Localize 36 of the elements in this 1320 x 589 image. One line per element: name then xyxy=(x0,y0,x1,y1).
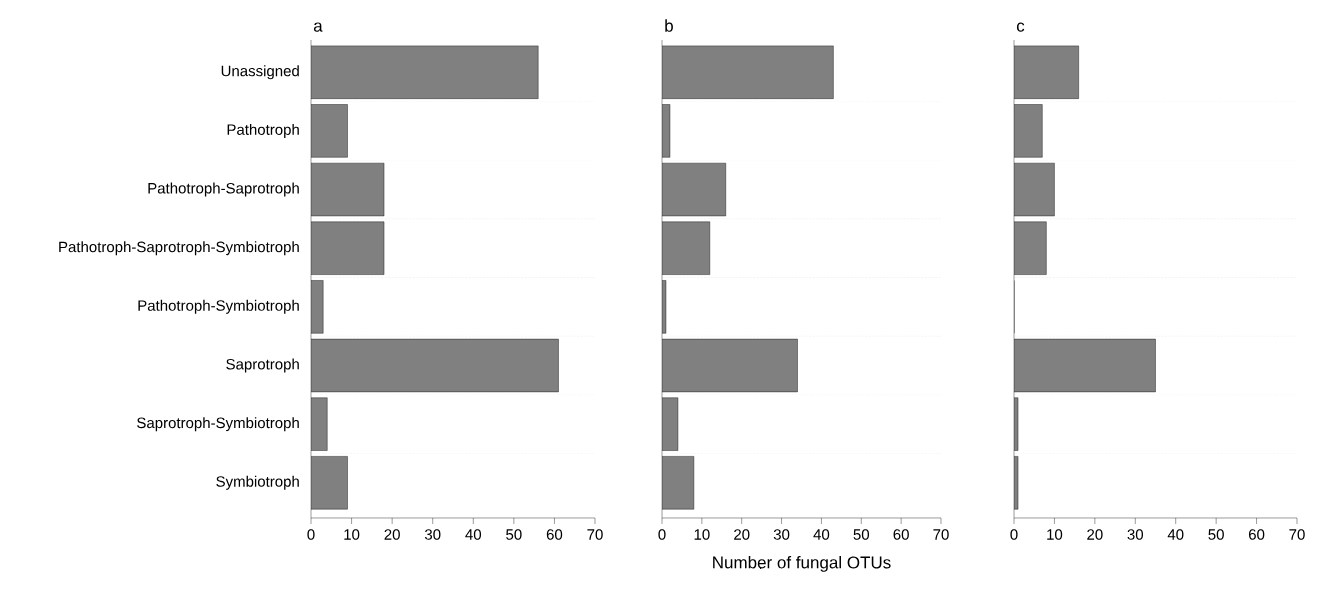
y-tick-label: Symbiotroph xyxy=(216,475,299,490)
x-tick-label: 60 xyxy=(893,529,909,540)
chart-title: b xyxy=(665,19,673,32)
x-tick-label: 50 xyxy=(506,529,522,540)
y-tick-label: Pathotroph-Saprotroph xyxy=(148,182,299,197)
x-axis-title: Number of fungal OTUs xyxy=(713,556,891,572)
chart-title: a xyxy=(313,22,323,32)
y-tick-label: Saprotroph-Symbiotroph xyxy=(137,417,299,432)
x-tick-label: 70 xyxy=(587,529,603,540)
x-tick-label: 20 xyxy=(734,529,750,540)
x-tick-label: 30 xyxy=(1127,529,1144,540)
y-tick-label: Pathotroph-Saprotroph-Symbiotroph xyxy=(59,241,299,256)
y-tick-label: Pathotroph xyxy=(227,123,299,138)
chart-title: c xyxy=(1016,22,1025,32)
x-tick-label: 40 xyxy=(465,529,482,540)
x-tick-label: 20 xyxy=(384,529,400,540)
y-tick-label: Unassigned xyxy=(221,65,299,80)
x-tick-label: 0 xyxy=(658,529,666,540)
x-tick-label: 50 xyxy=(1208,529,1224,540)
x-tick-label: 70 xyxy=(933,529,949,540)
x-tick-label: 30 xyxy=(424,529,441,540)
x-tick-label: 0 xyxy=(307,529,315,540)
y-tick-label: Pathotroph-Symbiotroph xyxy=(138,299,299,314)
y-tick-label: Saprotroph xyxy=(226,358,299,373)
x-tick-label: 60 xyxy=(546,529,563,540)
x-tick-label: 10 xyxy=(344,529,360,540)
x-tick-label: 30 xyxy=(773,529,790,540)
x-tick-label: 40 xyxy=(813,529,830,540)
x-tick-label: 40 xyxy=(1167,529,1184,540)
x-tick-label: 60 xyxy=(1248,529,1265,540)
x-tick-label: 10 xyxy=(694,529,710,540)
x-tick-label: 70 xyxy=(1289,529,1305,540)
x-tick-label: 50 xyxy=(853,529,870,540)
x-tick-label: 20 xyxy=(1087,529,1103,540)
x-tick-label: 10 xyxy=(1047,529,1063,540)
x-tick-label: 0 xyxy=(1010,529,1018,540)
